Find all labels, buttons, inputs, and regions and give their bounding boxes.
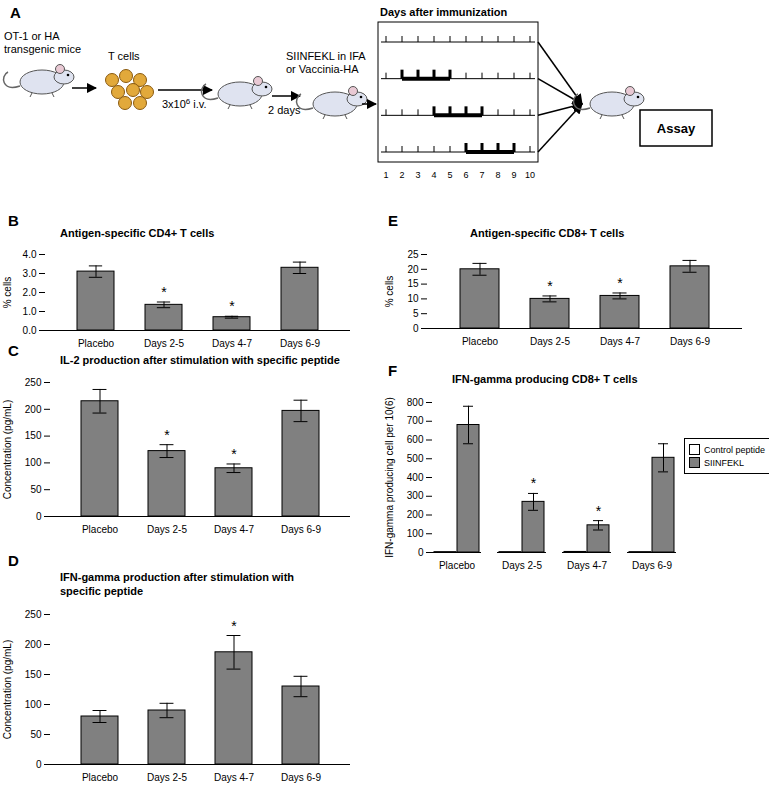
svg-text:Days 2-5: Days 2-5 xyxy=(144,338,184,349)
svg-text:7: 7 xyxy=(479,170,484,180)
svg-text:500: 500 xyxy=(407,453,424,464)
svg-text:800: 800 xyxy=(407,397,424,408)
svg-text:400: 400 xyxy=(407,472,424,483)
html-text:IFN-gamma production after sti: IFN-gamma production after stimulation w… xyxy=(60,571,295,597)
svg-text:or Vaccinia-HA: or Vaccinia-HA xyxy=(286,63,359,75)
html-text:SIINFEKL: SIINFEKL xyxy=(704,457,744,468)
svg-text:Concentration (pg/mL): Concentration (pg/mL) xyxy=(2,400,13,500)
svg-text:50: 50 xyxy=(30,729,42,740)
svg-text:200: 200 xyxy=(407,509,424,520)
html-text:B: B xyxy=(8,212,19,229)
svg-text:3: 3 xyxy=(415,170,420,180)
svg-text:% cells: % cells xyxy=(384,276,395,308)
svg-text:Days 6-9: Days 6-9 xyxy=(670,336,710,347)
svg-text:0: 0 xyxy=(418,547,424,558)
svg-text:Days 2-5: Days 2-5 xyxy=(530,336,570,347)
svg-text:Placebo: Placebo xyxy=(462,336,499,347)
svg-text:100: 100 xyxy=(25,457,42,468)
svg-text:2 days: 2 days xyxy=(268,104,301,116)
html-text:Control peptide: Control peptide xyxy=(704,444,765,455)
svg-text:300: 300 xyxy=(407,490,424,501)
svg-text:T cells: T cells xyxy=(108,50,140,62)
svg-text:5: 5 xyxy=(413,308,419,319)
html-text:IFN-gamma producing CD8+ T cel: IFN-gamma producing CD8+ T cells xyxy=(452,373,638,385)
svg-text:150: 150 xyxy=(25,669,42,680)
svg-text:250: 250 xyxy=(25,377,42,388)
svg-text:*: * xyxy=(231,618,237,634)
svg-text:0: 0 xyxy=(36,759,42,770)
html-text:F: F xyxy=(388,362,398,379)
svg-text:1: 1 xyxy=(383,170,388,180)
svg-text:Days 2-5: Days 2-5 xyxy=(502,560,542,571)
html-text:Antigen-specific CD4+ T cells: Antigen-specific CD4+ T cells xyxy=(60,227,215,239)
svg-text:*: * xyxy=(161,284,167,300)
svg-text:200: 200 xyxy=(25,404,42,415)
svg-text:25: 25 xyxy=(407,249,419,260)
svg-text:4.0: 4.0 xyxy=(23,249,37,260)
svg-text:Placebo: Placebo xyxy=(439,560,476,571)
svg-text:Assay: Assay xyxy=(657,121,696,136)
svg-text:Days after immunization: Days after immunization xyxy=(380,6,507,18)
svg-text:Days 6-9: Days 6-9 xyxy=(281,772,321,783)
svg-text:9: 9 xyxy=(511,170,516,180)
svg-text:Days 4-7: Days 4-7 xyxy=(212,338,252,349)
svg-text:Placebo: Placebo xyxy=(82,524,119,535)
svg-text:15: 15 xyxy=(407,278,419,289)
svg-text:Days 6-9: Days 6-9 xyxy=(281,524,321,535)
svg-text:*: * xyxy=(531,475,537,491)
svg-text:Days 6-9: Days 6-9 xyxy=(280,338,320,349)
svg-text:SIINFEKL in IFA: SIINFEKL in IFA xyxy=(286,50,366,62)
html-text:D: D xyxy=(8,552,19,569)
svg-text:Days 6-9: Days 6-9 xyxy=(632,560,672,571)
svg-text:8: 8 xyxy=(495,170,500,180)
svg-text:250: 250 xyxy=(25,609,42,620)
svg-text:100: 100 xyxy=(25,699,42,710)
svg-text:5: 5 xyxy=(447,170,452,180)
svg-text:100: 100 xyxy=(407,528,424,539)
svg-text:10: 10 xyxy=(525,170,535,180)
svg-text:20: 20 xyxy=(407,264,419,275)
svg-text:150: 150 xyxy=(25,430,42,441)
svg-text:*: * xyxy=(164,427,170,443)
svg-text:OT-1 or HA: OT-1 or HA xyxy=(4,30,60,42)
svg-text:600: 600 xyxy=(407,434,424,445)
html-text:C: C xyxy=(8,342,19,359)
svg-text:4: 4 xyxy=(431,170,436,180)
svg-text:*: * xyxy=(547,278,553,294)
svg-text:0.0: 0.0 xyxy=(23,325,37,336)
svg-text:3x106 i.v.: 3x106 i.v. xyxy=(162,97,207,110)
svg-text:Days 4-7: Days 4-7 xyxy=(600,336,640,347)
svg-text:2.0: 2.0 xyxy=(23,287,37,298)
svg-text:IFN-gamma producing cell per 1: IFN-gamma producing cell per 10(6) xyxy=(384,397,395,558)
svg-text:1.0: 1.0 xyxy=(23,306,37,317)
svg-text:Days 2-5: Days 2-5 xyxy=(147,772,187,783)
svg-text:Days 4-7: Days 4-7 xyxy=(567,560,607,571)
html-text:IL-2 production after stimulat: IL-2 production after stimulation with s… xyxy=(60,354,340,366)
svg-text:6: 6 xyxy=(463,170,468,180)
html-text:Antigen-specific CD8+ T cells: Antigen-specific CD8+ T cells xyxy=(470,227,625,239)
svg-text:Days 4-7: Days 4-7 xyxy=(214,772,254,783)
svg-text:200: 200 xyxy=(25,639,42,650)
svg-text:2: 2 xyxy=(399,170,404,180)
svg-text:700: 700 xyxy=(407,415,424,426)
html-text:E: E xyxy=(388,212,398,229)
svg-text:Placebo: Placebo xyxy=(78,338,115,349)
svg-text:Concentration (pg/mL): Concentration (pg/mL) xyxy=(2,640,13,740)
svg-text:*: * xyxy=(231,446,237,462)
svg-text:*: * xyxy=(229,298,235,314)
svg-text:*: * xyxy=(596,503,602,519)
svg-text:0: 0 xyxy=(36,511,42,522)
svg-text:Placebo: Placebo xyxy=(82,772,119,783)
svg-text:50: 50 xyxy=(30,484,42,495)
svg-text:3.0: 3.0 xyxy=(23,268,37,279)
svg-text:% cells: % cells xyxy=(2,277,13,309)
svg-text:transgenic mice: transgenic mice xyxy=(4,43,81,55)
svg-text:Days 2-5: Days 2-5 xyxy=(147,524,187,535)
svg-text:A: A xyxy=(10,4,21,21)
svg-text:*: * xyxy=(617,275,623,291)
svg-text:Days 4-7: Days 4-7 xyxy=(214,524,254,535)
svg-text:0: 0 xyxy=(413,323,419,334)
svg-text:10: 10 xyxy=(407,293,419,304)
